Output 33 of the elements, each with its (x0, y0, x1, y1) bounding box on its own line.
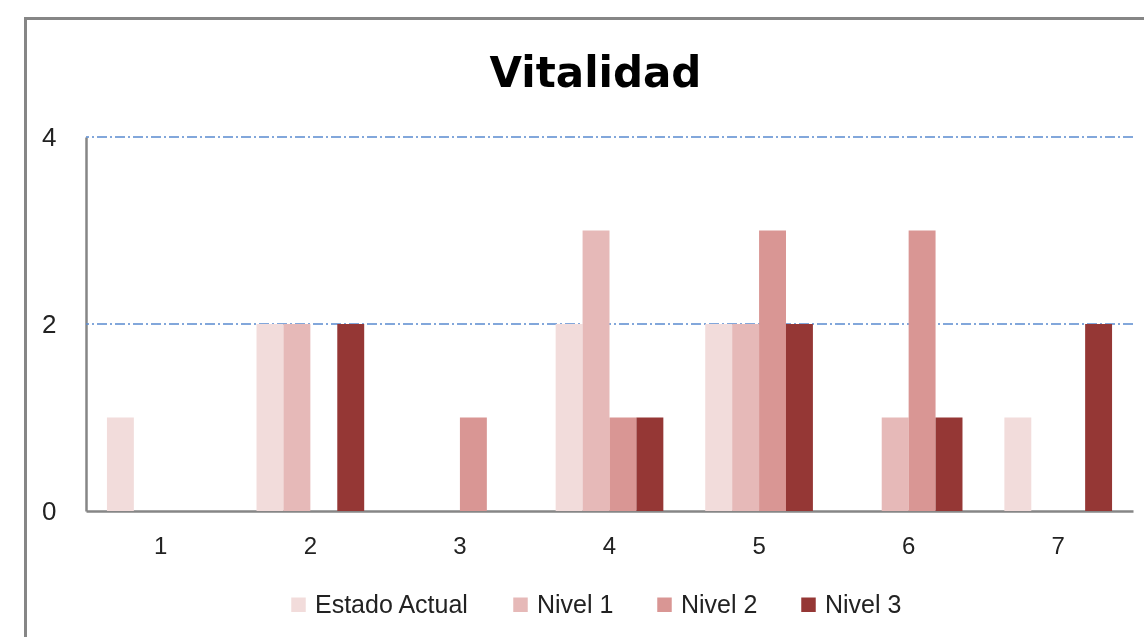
bar (759, 230, 786, 511)
bar (582, 230, 610, 511)
x-tick-label: 6 (901, 531, 916, 559)
bar (1004, 417, 1032, 511)
bar (908, 230, 936, 511)
x-tick-label: 7 (1051, 531, 1065, 559)
x-tick-label: 5 (752, 531, 766, 559)
legend-label: Nivel 2 (681, 589, 758, 618)
legend-label: Estado Actual (315, 589, 468, 618)
x-tick-label: 1 (154, 531, 168, 559)
bar (459, 417, 487, 511)
y-tick-label: 0 (42, 495, 57, 526)
bar (935, 417, 963, 511)
bar (555, 324, 583, 511)
bar (705, 324, 733, 511)
bar (881, 417, 909, 511)
bar (337, 324, 365, 511)
bar (636, 417, 664, 511)
bar (256, 324, 284, 511)
chart-title: Vitalidad (489, 48, 702, 97)
bar (732, 324, 760, 511)
bar (106, 417, 134, 511)
y-tick-label: 2 (42, 308, 57, 339)
x-tick-label: 3 (453, 531, 467, 559)
x-tick-label: 2 (303, 531, 318, 559)
x-tick-label: 4 (602, 531, 617, 559)
bar (283, 324, 311, 511)
bar (1085, 324, 1113, 511)
y-tick-label: 4 (42, 121, 57, 152)
legend-label: Nivel 1 (537, 589, 614, 618)
legend-label: Nivel 3 (825, 589, 902, 618)
bar (609, 417, 637, 511)
bar (785, 324, 813, 511)
